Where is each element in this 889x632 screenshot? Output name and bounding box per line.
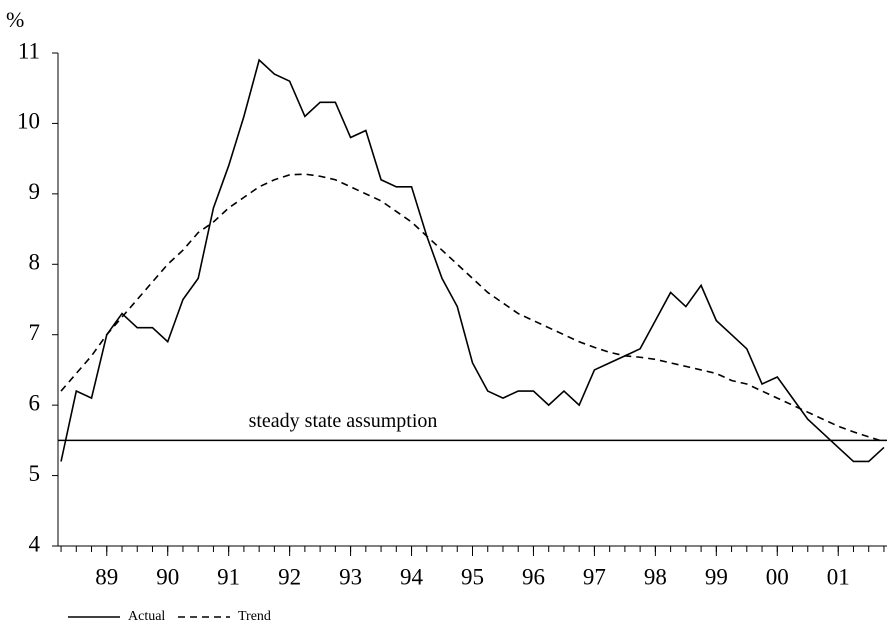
y-tick-label: 10 [17,109,40,134]
y-tick-label: 11 [18,38,40,63]
x-tick-label: 95 [461,564,484,589]
x-tick-label: 89 [95,564,118,589]
x-tick-label: 93 [339,564,362,589]
series-line [60,173,885,443]
series-line [60,58,885,463]
y-tick-label: 7 [29,320,41,345]
x-tick-label: 01 [827,564,850,589]
x-tick-label: 92 [278,564,301,589]
y-tick-label: 9 [29,179,41,204]
y-axis-label: % [6,7,24,32]
x-tick-label: 91 [217,564,240,589]
x-tick-label: 96 [522,564,545,589]
x-tick-label: 94 [400,564,424,589]
reference-label: steady state assumption [249,410,438,432]
x-tick-label: 99 [705,564,728,589]
legend-label: Trend [238,609,271,624]
x-tick-label: 98 [644,564,667,589]
x-tick-label: 90 [156,564,179,589]
y-tick-label: 4 [29,531,41,556]
y-tick-label: 8 [29,250,41,275]
legend-label: Actual [128,609,165,624]
x-tick-label: 00 [766,564,789,589]
y-tick-label: 6 [29,390,41,415]
x-tick-label: 97 [583,564,606,589]
y-tick-label: 5 [29,461,41,486]
